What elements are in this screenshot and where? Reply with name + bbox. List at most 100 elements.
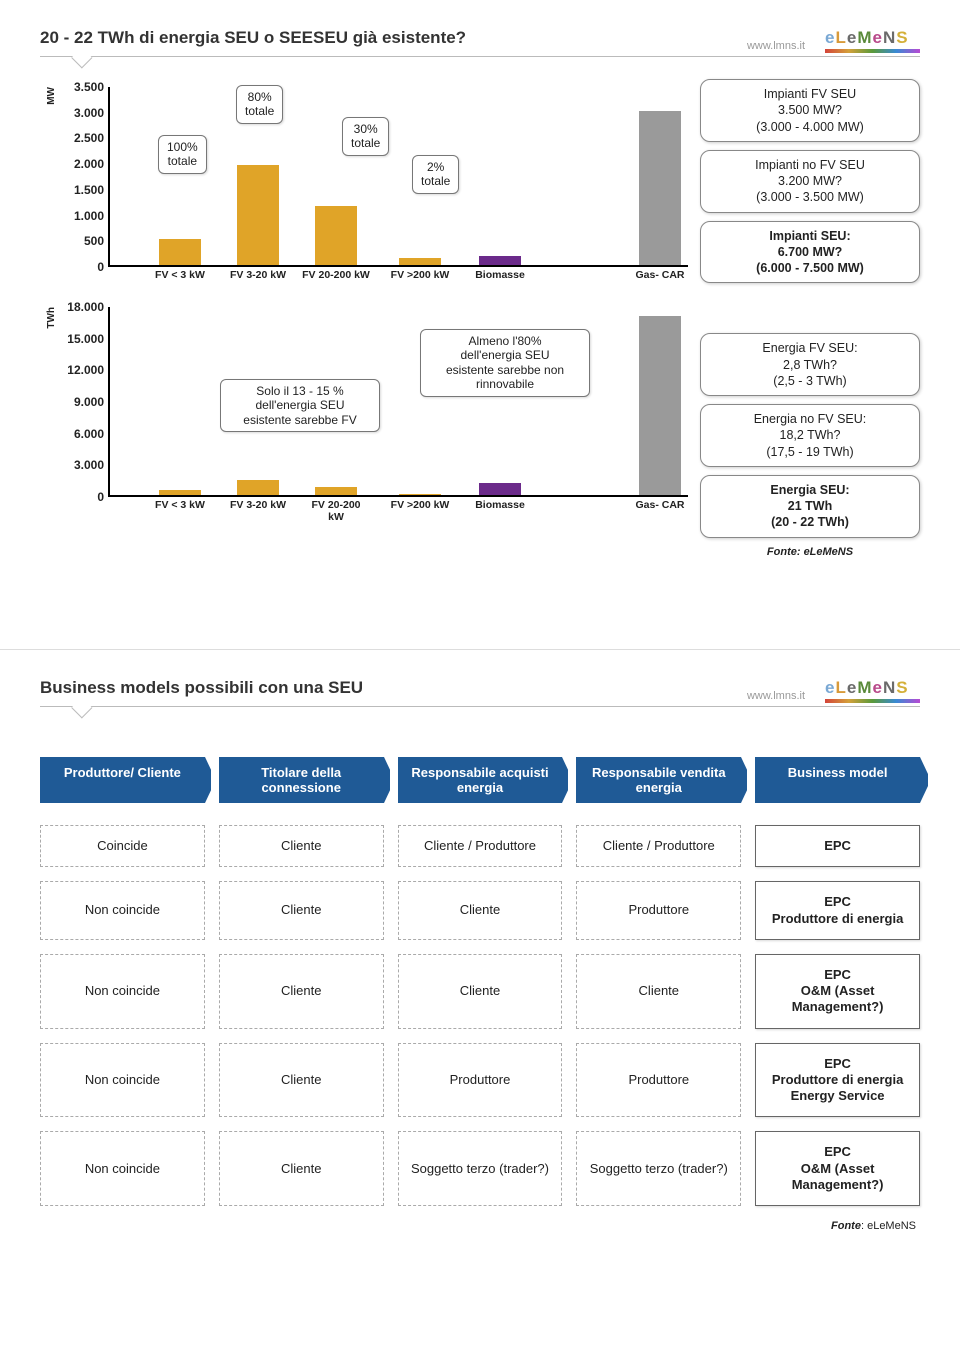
y-tick-label: 6.000: [60, 427, 104, 441]
logo-letter: e: [847, 28, 857, 47]
fonte2-label: Fonte: [831, 1220, 861, 1232]
bar: [237, 480, 279, 495]
bm-business-model-cell: EPC: [755, 825, 920, 867]
side-column: Impianti FV SEU3.500 MW?(3.000 - 4.000 M…: [700, 75, 920, 558]
bm-cell: Non coincide: [40, 881, 205, 940]
y-axis-title: MW: [46, 87, 57, 105]
y-tick-label: 12.000: [60, 363, 104, 377]
bar: [399, 258, 441, 265]
logo-letter: S: [896, 678, 908, 697]
bm-header-cell: Produttore/ Cliente: [40, 757, 205, 803]
y-tick-label: 3.000: [60, 458, 104, 472]
bm-row: Non coincideClienteClienteClienteEPCO&M …: [40, 954, 920, 1029]
logo-letter: e: [825, 28, 835, 47]
bm-cell: Non coincide: [40, 954, 205, 1029]
bm-cell: Non coincide: [40, 1043, 205, 1118]
bm-cell: Cliente: [576, 954, 741, 1029]
side-info-box: Energia no FV SEU:18,2 TWh?(17,5 - 19 TW…: [700, 404, 920, 467]
x-category-label: FV 3-20 kW: [218, 265, 298, 281]
logo-letter: N: [883, 678, 896, 697]
y-tick-label: 1.000: [60, 209, 104, 223]
logo-letter: M: [857, 28, 872, 47]
business-model-table: Produttore/ Cliente Titolare della connes…: [40, 757, 920, 1206]
logo-letter: L: [835, 28, 846, 47]
bar: [479, 483, 521, 495]
x-category-label: Biomasse: [460, 495, 540, 511]
bm-header-cell: Business model: [755, 757, 920, 803]
callout: Almeno l'80%dell'energia SEUesistente sa…: [420, 329, 590, 397]
bar: [315, 487, 357, 495]
y-tick-label: 500: [60, 234, 104, 248]
callout: Solo il 13 - 15 %dell'energia SEUesisten…: [220, 379, 380, 432]
bm-cell: Cliente / Produttore: [576, 825, 741, 867]
y-tick-label: 2.500: [60, 131, 104, 145]
x-category-label: FV 3-20 kW: [218, 495, 298, 511]
bm-row: Non coincideClienteClienteProduttoreEPCP…: [40, 881, 920, 940]
bar: [479, 256, 521, 265]
y-tick-label: 0: [60, 490, 104, 504]
x-category-label: FV 20-200kW: [296, 495, 376, 523]
charts-column: MW05001.0001.5002.0002.5003.0003.500FV <…: [40, 75, 680, 558]
bm-row: Non coincideClienteSoggetto terzo (trade…: [40, 1131, 920, 1206]
callout: 30%totale: [342, 117, 389, 156]
bar: [315, 206, 357, 265]
y-tick-label: 18.000: [60, 300, 104, 314]
bm-row: Coincide Cliente Cliente / Produttore Clien…: [40, 825, 920, 867]
bar: [237, 165, 279, 265]
y-tick-label: 3.000: [60, 106, 104, 120]
x-category-label: Gas- CAR: [620, 495, 700, 511]
bm-business-model-cell: EPCProduttore di energia: [755, 881, 920, 940]
logo-letter: e: [873, 678, 883, 697]
bar: [159, 239, 201, 265]
sideboxes-top: Impianti FV SEU3.500 MW?(3.000 - 4.000 M…: [700, 79, 920, 283]
logo-letter: S: [896, 28, 908, 47]
bm-business-model-cell: EPCProduttore di energiaEnergy Service: [755, 1043, 920, 1118]
bm-header-cell: Responsabile vendita energia: [576, 757, 741, 803]
logo: eLeMeNS: [825, 678, 920, 703]
side-info-box: Energia FV SEU:2,8 TWh?(2,5 - 3 TWh): [700, 333, 920, 396]
logo: eLeMeNS: [825, 28, 920, 53]
bm-cell: Non coincide: [40, 1131, 205, 1206]
side-info-box: Impianti FV SEU3.500 MW?(3.000 - 4.000 M…: [700, 79, 920, 142]
bar: [639, 316, 681, 495]
logo-letter: N: [883, 28, 896, 47]
y-tick-label: 9.000: [60, 395, 104, 409]
fonte-label: Fonte: eLeMeNS: [767, 546, 853, 558]
callout: 80%totale: [236, 85, 283, 124]
y-tick-label: 1.500: [60, 183, 104, 197]
chart-mw: MW05001.0001.5002.0002.5003.0003.500FV <…: [108, 87, 680, 267]
x-category-label: FV >200 kW: [380, 495, 460, 511]
bm-business-model-cell: EPCO&M (Asset Management?): [755, 1131, 920, 1206]
bm-cell: Produttore: [576, 881, 741, 940]
slide2-url: www.lmns.it: [747, 690, 805, 702]
chart-twh-plot: TWh03.0006.0009.00012.00015.00018.000FV …: [108, 307, 688, 497]
slide-2: Business models possibili con una SEU ww…: [0, 650, 960, 1367]
charts-wrap: MW05001.0001.5002.0002.5003.0003.500FV <…: [40, 75, 920, 558]
x-category-label: Gas- CAR: [620, 265, 700, 281]
y-tick-label: 0: [60, 260, 104, 274]
bm-row: Non coincideClienteProduttoreProduttoreE…: [40, 1043, 920, 1118]
logo-bar: [825, 699, 920, 703]
bar: [639, 111, 681, 265]
fonte2-value: : eLeMeNS: [861, 1220, 916, 1232]
fonte2: Fonte: eLeMeNS: [40, 1220, 920, 1232]
side-info-box: Impianti no FV SEU3.200 MW?(3.000 - 3.50…: [700, 150, 920, 213]
bm-header-cell: Titolare della connessione: [219, 757, 384, 803]
bm-cell: Cliente / Produttore: [398, 825, 563, 867]
bm-cell: Coincide: [40, 825, 205, 867]
chart-mw-plot: MW05001.0001.5002.0002.5003.0003.500FV <…: [108, 87, 688, 267]
logo-letter: e: [873, 28, 883, 47]
bm-cell: Soggetto terzo (trader?): [398, 1131, 563, 1206]
x-category-label: FV < 3 kW: [140, 265, 220, 281]
bm-cell: Cliente: [219, 954, 384, 1029]
callout: 2%totale: [412, 155, 459, 194]
bm-cell: Cliente: [219, 881, 384, 940]
bm-cell: Cliente: [219, 825, 384, 867]
y-axis-title: TWh: [46, 307, 57, 329]
side-info-box: Impianti SEU:6.700 MW?(6.000 - 7.500 MW): [700, 221, 920, 284]
bm-cell: Cliente: [219, 1131, 384, 1206]
x-category-label: Biomasse: [460, 265, 540, 281]
y-tick-label: 3.500: [60, 80, 104, 94]
bm-cell: Produttore: [576, 1043, 741, 1118]
slide1-url: www.lmns.it: [747, 40, 805, 52]
